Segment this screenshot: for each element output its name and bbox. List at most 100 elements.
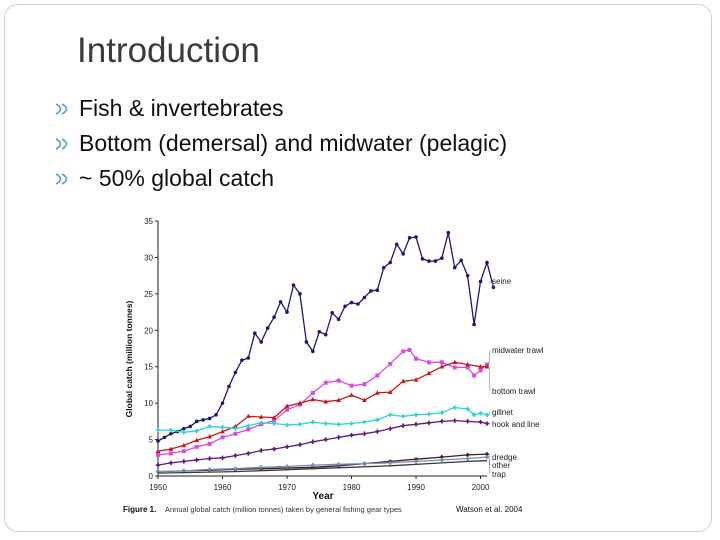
data-point [465, 273, 470, 278]
data-point [413, 459, 419, 464]
data-point [439, 410, 445, 415]
data-point [246, 356, 251, 360]
data-point [245, 413, 251, 419]
data-point [439, 457, 445, 463]
data-point [349, 383, 354, 388]
data-point [427, 259, 431, 263]
y-tick-label: 35 [144, 217, 153, 226]
data-point [284, 464, 290, 469]
data-point [439, 360, 444, 365]
data-point [298, 292, 302, 296]
bullet-text: ~ 50% global catch [79, 165, 274, 191]
data-point [330, 311, 334, 315]
data-point [349, 433, 354, 438]
data-point [465, 361, 471, 367]
data-point [420, 257, 425, 261]
data-point [471, 412, 477, 417]
data-point [162, 435, 167, 440]
data-point [426, 411, 432, 417]
data-point [452, 359, 458, 365]
data-point [336, 435, 341, 440]
series-leader [488, 366, 491, 392]
data-point [304, 340, 309, 344]
data-point [343, 304, 347, 309]
data-point [220, 424, 225, 430]
data-point [181, 430, 187, 435]
data-point [336, 397, 342, 403]
y-tick-label: 25 [144, 290, 153, 299]
series-line [157, 361, 487, 452]
bullet-item: ~ 50% global catch [53, 161, 507, 196]
data-point [233, 370, 238, 375]
x-tick-label: 2000 [472, 483, 490, 492]
data-point [156, 439, 160, 443]
data-point [439, 419, 445, 424]
data-point [271, 446, 277, 452]
bullet-arrow-icon [55, 102, 68, 115]
y-tick-label: 0 [149, 472, 154, 481]
series-label: other [492, 461, 511, 470]
series-label: hook and line [492, 420, 540, 429]
data-point [362, 431, 367, 436]
chart-axes: 0 5 10 15 20 25 30 35 1950 1960 1970 1980 1990 2000 [144, 217, 490, 492]
data-point [310, 462, 316, 468]
data-point [310, 439, 316, 444]
data-point [414, 356, 419, 361]
data-point [374, 390, 380, 395]
data-point [401, 349, 406, 354]
data-point [310, 419, 316, 425]
data-point [388, 412, 393, 417]
data-point [207, 434, 213, 439]
slide-title: Introduction [77, 31, 260, 70]
data-point [155, 462, 161, 468]
data-point [169, 431, 173, 436]
data-point [246, 427, 251, 432]
data-point [336, 317, 341, 322]
series-line [158, 406, 488, 433]
data-point [465, 452, 470, 458]
data-point [356, 302, 360, 306]
data-point [252, 331, 257, 336]
data-point [484, 454, 490, 460]
data-point [388, 460, 393, 466]
data-point [323, 399, 329, 404]
data-point [472, 322, 476, 327]
data-point [426, 360, 431, 365]
bullet-arrow-icon [55, 137, 68, 150]
data-point [285, 407, 290, 412]
data-point [207, 441, 212, 446]
data-point [452, 405, 457, 410]
bullet-list: Fish & invertebrates Bottom (demersal) a… [53, 91, 507, 196]
data-point [369, 289, 373, 293]
data-point [387, 389, 393, 395]
series-line [157, 349, 488, 456]
series-leader [488, 457, 491, 466]
data-point [271, 421, 277, 426]
data-point [452, 265, 457, 270]
data-point [439, 454, 445, 460]
series-line [157, 453, 488, 473]
x-axis-label: Year [312, 491, 333, 502]
data-point [284, 422, 290, 428]
data-point [271, 415, 277, 420]
data-point [227, 384, 231, 389]
data-point [188, 424, 193, 429]
data-point [336, 378, 341, 383]
data-point [272, 418, 277, 423]
data-point [168, 451, 173, 456]
data-point [278, 300, 283, 304]
data-point [401, 251, 405, 256]
data-point [194, 437, 200, 443]
data-point [478, 364, 483, 369]
data-point [336, 422, 341, 427]
data-point [317, 329, 322, 334]
data-point [207, 456, 212, 461]
data-point [310, 396, 316, 402]
data-point [388, 260, 393, 265]
series-label: midwater trawl [492, 346, 544, 355]
data-point [285, 310, 289, 314]
data-point [258, 414, 264, 419]
x-tick-label: 1970 [278, 483, 296, 492]
data-point [233, 431, 238, 436]
bullet-text: Fish & invertebrates [79, 95, 284, 121]
